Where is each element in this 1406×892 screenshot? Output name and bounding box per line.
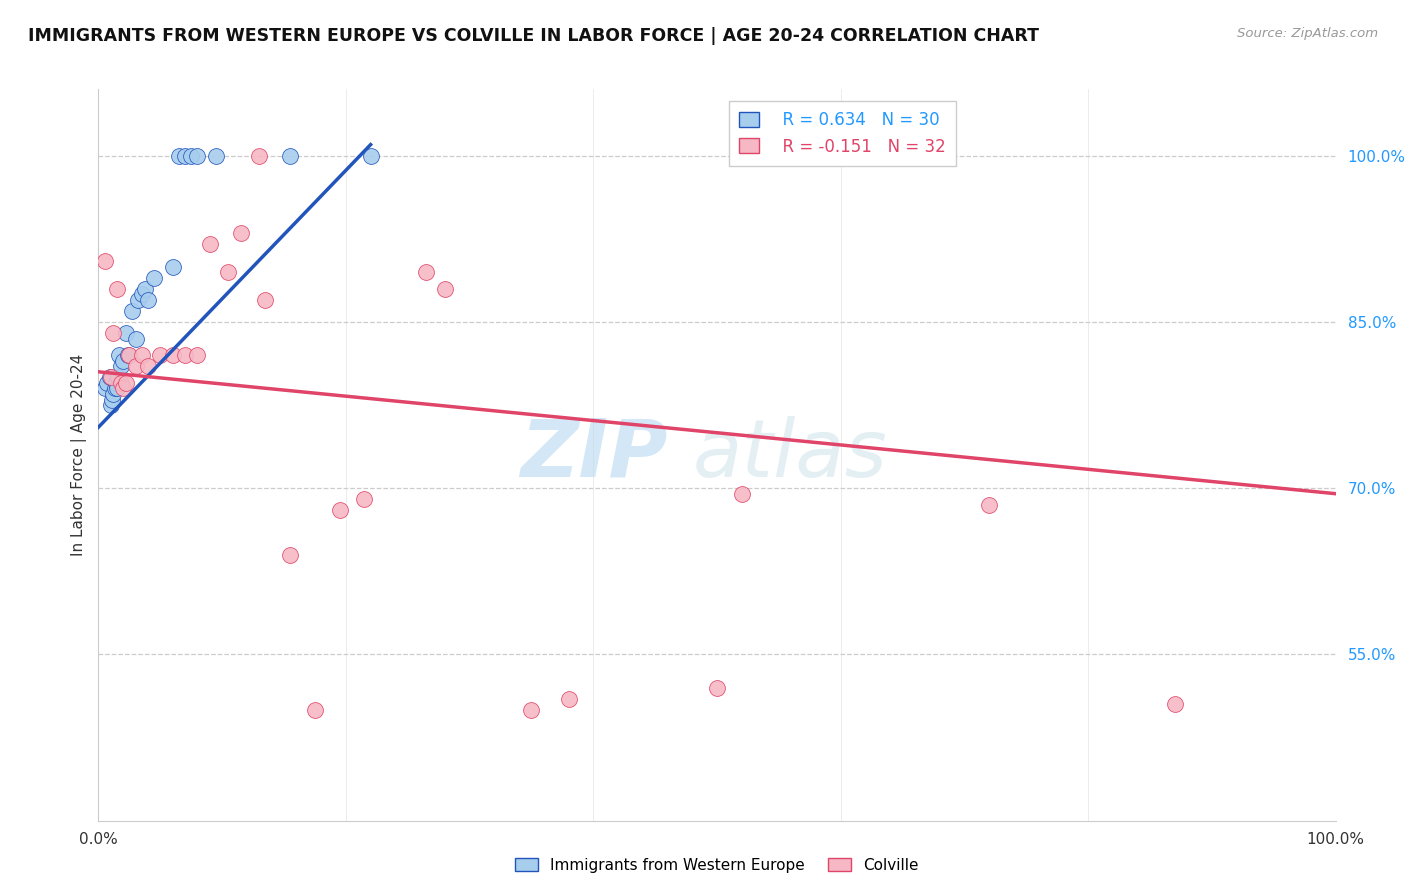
Text: Source: ZipAtlas.com: Source: ZipAtlas.com <box>1237 27 1378 40</box>
Point <box>98 370 121 384</box>
Point <box>107 370 129 384</box>
Point <box>100 398 122 412</box>
Point <box>131 348 153 362</box>
Point <box>162 348 184 362</box>
Point <box>105 282 128 296</box>
Point <box>180 149 202 163</box>
Point <box>131 287 153 301</box>
Text: atlas: atlas <box>692 416 887 494</box>
Point <box>124 359 146 374</box>
Point <box>108 348 131 362</box>
Point <box>93 381 115 395</box>
Point <box>415 265 437 279</box>
Point <box>329 503 352 517</box>
Point <box>93 254 115 268</box>
Point <box>353 492 375 507</box>
Point <box>114 376 136 390</box>
Point <box>112 381 135 395</box>
Legend: Immigrants from Western Europe, Colville: Immigrants from Western Europe, Colville <box>509 852 925 879</box>
Point <box>117 348 139 362</box>
Point <box>979 498 1001 512</box>
Point <box>121 303 143 318</box>
Point <box>127 293 149 307</box>
Point <box>731 486 754 500</box>
Y-axis label: In Labor Force | Age 20-24: In Labor Force | Age 20-24 <box>72 354 87 556</box>
Point <box>304 703 326 717</box>
Point <box>520 703 543 717</box>
Point <box>134 282 156 296</box>
Point <box>103 387 125 401</box>
Point <box>149 348 172 362</box>
Point <box>101 392 124 407</box>
Point <box>360 149 382 163</box>
Point <box>114 326 136 340</box>
Point <box>100 370 122 384</box>
Point <box>186 348 208 362</box>
Point <box>136 293 159 307</box>
Point <box>186 149 208 163</box>
Point <box>254 293 277 307</box>
Point <box>143 270 166 285</box>
Point <box>118 348 141 362</box>
Point <box>174 348 197 362</box>
Point <box>96 376 118 390</box>
Point <box>103 326 125 340</box>
Point <box>433 282 456 296</box>
Point <box>136 359 159 374</box>
Point <box>205 149 228 163</box>
Text: ZIP: ZIP <box>520 416 668 494</box>
Point <box>103 381 125 395</box>
Point <box>706 681 728 695</box>
Point <box>198 237 221 252</box>
Point <box>278 149 301 163</box>
Point <box>229 227 252 241</box>
Point <box>105 381 128 395</box>
Point <box>167 149 190 163</box>
Point <box>162 260 184 274</box>
Point <box>124 332 146 346</box>
Point <box>110 376 132 390</box>
Point <box>110 359 132 374</box>
Point <box>557 691 579 706</box>
Point <box>112 353 135 368</box>
Point <box>104 376 127 390</box>
Point <box>1164 698 1187 712</box>
Point <box>174 149 197 163</box>
Point <box>217 265 239 279</box>
Point <box>247 149 270 163</box>
Text: IMMIGRANTS FROM WESTERN EUROPE VS COLVILLE IN LABOR FORCE | AGE 20-24 CORRELATIO: IMMIGRANTS FROM WESTERN EUROPE VS COLVIL… <box>28 27 1039 45</box>
Point <box>278 548 301 562</box>
